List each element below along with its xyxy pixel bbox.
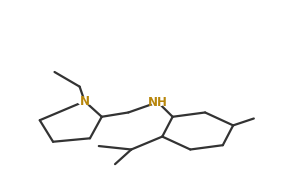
Text: N: N <box>80 95 90 108</box>
Text: NH: NH <box>148 96 168 109</box>
Circle shape <box>151 98 164 106</box>
Circle shape <box>78 97 91 105</box>
